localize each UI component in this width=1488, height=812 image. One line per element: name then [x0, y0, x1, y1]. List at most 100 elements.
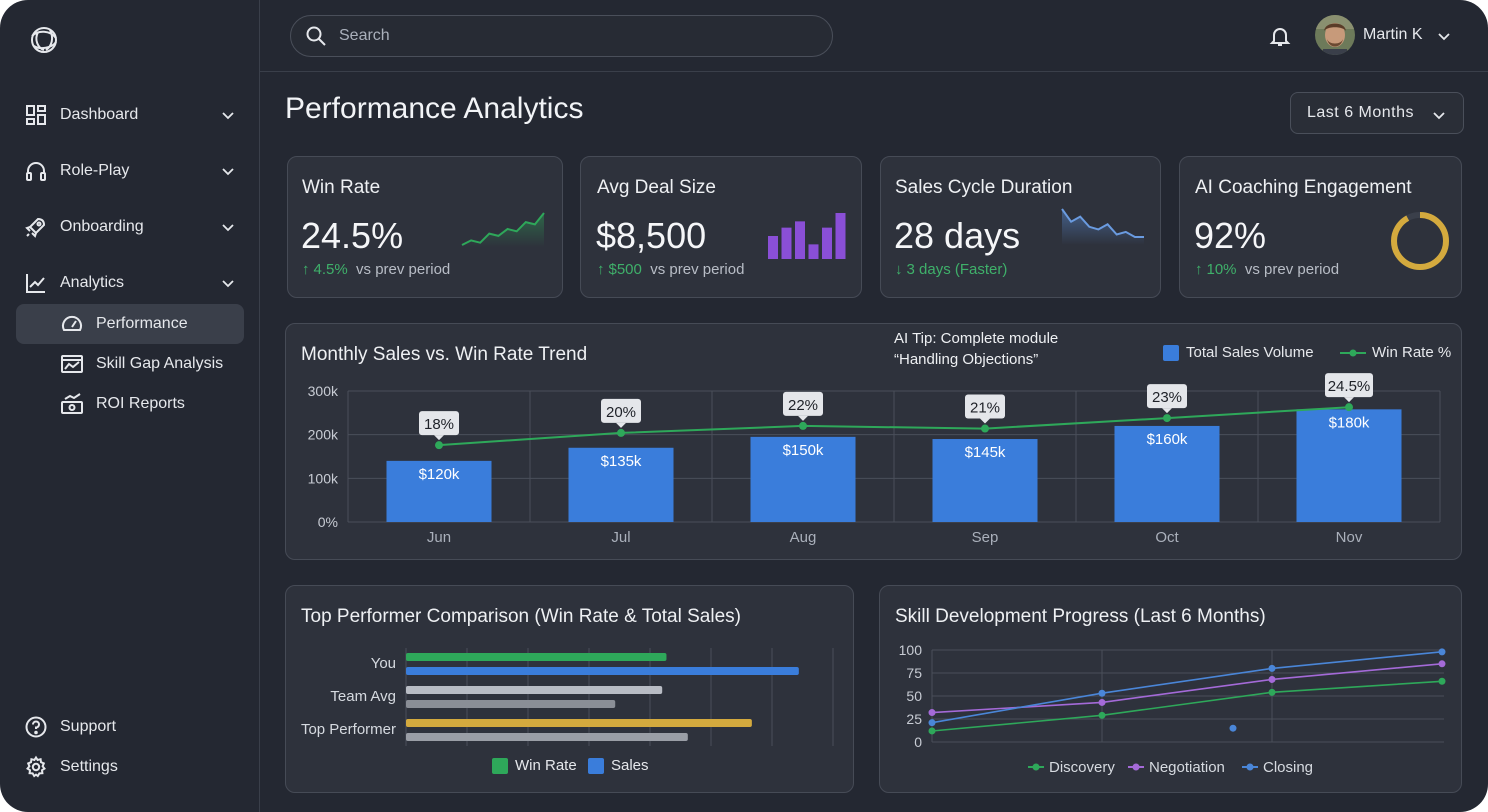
sales-bar [1114, 425, 1220, 522]
rocket-icon [25, 217, 46, 238]
x-tick-label: Sep [972, 529, 999, 546]
avatar-image [1315, 15, 1355, 55]
kpi-card-sales-cycle[interactable]: Sales Cycle Duration 28 days ↓ 3 days (Fa… [880, 156, 1161, 298]
sidebar-item-label: Settings [60, 758, 118, 775]
sidebar-subitem-performance[interactable]: Performance [16, 304, 244, 344]
kpi-card-ai-coaching[interactable]: AI Coaching Engagement 92% ↑ 10% vs prev … [1179, 156, 1462, 298]
kpi-delta: ↓ 3 days (Faster) [895, 261, 1008, 278]
skill-point [1098, 689, 1106, 697]
bar-value-label: $120k [419, 466, 460, 483]
kpi-value: 28 days [894, 215, 1021, 256]
skill-point [1098, 711, 1106, 719]
period-select[interactable]: Last 6 Months [1290, 92, 1464, 134]
y-tick-label: 75 [906, 665, 922, 681]
category-label: Top Performer [301, 721, 396, 738]
win-rate-point [1163, 414, 1171, 423]
speedometer-icon [62, 315, 82, 331]
monthly-chart: 0% 100k 200k 300k $120k Jun $135k Jul $150k Aug $1… [308, 373, 1441, 546]
win-rate-sparkline [461, 212, 545, 247]
sidebar-subitem-label: ROI Reports [96, 395, 185, 412]
legend-label: Closing [1263, 759, 1313, 776]
sales-bar [932, 439, 1038, 522]
sidebar: Dashboard Role-Play Onboarding Analytics… [0, 0, 260, 812]
search-box[interactable] [290, 15, 833, 57]
win-rate-label: 24.5% [1328, 378, 1371, 395]
bar-value-label: $160k [1147, 431, 1188, 448]
deal-bar [822, 227, 832, 259]
kpi-card-win-rate[interactable]: Win Rate 24.5% ↑ 4.5% vs prev period [287, 156, 563, 298]
period-select-value: Last 6 Months [1307, 104, 1414, 121]
sidebar-item-analytics[interactable]: Analytics [16, 263, 244, 303]
sparkline-area [462, 213, 544, 247]
user-name[interactable]: Martin K [1363, 26, 1423, 43]
skill-point [1268, 688, 1276, 696]
sidebar-item-label: Dashboard [60, 106, 139, 123]
sidebar-item-settings[interactable]: Settings [16, 747, 244, 787]
kpi-card-avg-deal[interactable]: Avg Deal Size $8,500 ↑ $500 vs prev perio… [580, 156, 862, 298]
legend-discovery: Discovery [1028, 759, 1115, 776]
tooltip-box [1325, 373, 1373, 398]
win-rate-label: 21% [970, 400, 1000, 417]
money-chart-icon [61, 393, 83, 414]
chevron-down-icon[interactable] [1436, 28, 1452, 44]
avatar[interactable] [1315, 15, 1355, 55]
card-title: Skill Development Progress (Last 6 Month… [895, 606, 1266, 627]
win-rate-bar [406, 686, 663, 694]
sidebar-item-label: Role-Play [60, 162, 130, 179]
win-rate-label: 23% [1152, 389, 1182, 406]
sidebar-item-support[interactable]: Support [16, 707, 244, 747]
sidebar-subitem-roi-reports[interactable]: ROI Reports [16, 384, 244, 424]
kpi-value: 24.5% [301, 215, 404, 256]
legend-sales-volume: Total Sales Volume [1163, 344, 1314, 361]
sales-bar [406, 667, 799, 675]
x-tick-label: Jun [427, 529, 451, 546]
win-rate-bar [406, 719, 752, 727]
brand-logo-icon[interactable] [24, 20, 64, 60]
sidebar-subitem-skill-gap[interactable]: Skill Gap Analysis [16, 344, 244, 384]
skill-point [928, 719, 936, 727]
legend-win-rate: Win Rate [492, 757, 577, 774]
search-input[interactable] [339, 27, 779, 45]
tooltip-pointer [616, 422, 626, 428]
tooltip-pointer [1162, 408, 1172, 414]
win-rate-bar [406, 653, 667, 661]
deal-bar [795, 221, 805, 259]
win-rate-label: 18% [424, 416, 454, 433]
sales-bar [750, 436, 856, 522]
kpi-title: AI Coaching Engagement [1195, 177, 1412, 198]
deal-bar [808, 244, 819, 259]
sidebar-item-onboarding[interactable]: Onboarding [16, 207, 244, 247]
tooltip-box [783, 391, 823, 416]
legend-marker [1132, 763, 1140, 771]
sales-bar [386, 460, 492, 522]
win-rate-point [799, 421, 807, 430]
win-rate-point [981, 424, 989, 433]
sidebar-item-dashboard[interactable]: Dashboard [16, 95, 244, 135]
bell-icon[interactable] [1268, 24, 1292, 48]
skill-line [931, 680, 1443, 732]
win-rate-tooltip: 24.5% [1325, 373, 1373, 403]
y-tick-label: 50 [906, 688, 922, 704]
deal-bar [768, 236, 778, 259]
ai-coaching-ring [1391, 212, 1449, 270]
gear-icon [26, 755, 46, 778]
tooltip-pointer [798, 415, 808, 421]
sparkline-line [1061, 208, 1144, 238]
skill-line [931, 663, 1443, 714]
y-tick-label: 100 [899, 642, 923, 658]
category-label: Team Avg [330, 688, 396, 705]
sparkline-line [461, 212, 545, 246]
win-rate-tooltip: 20% [601, 398, 641, 428]
help-icon [25, 716, 47, 738]
kpi-delta: ↑ $500 vs prev period [597, 261, 745, 278]
tooltip-box [419, 411, 459, 436]
skill-point [928, 709, 936, 717]
sidebar-item-role-play[interactable]: Role-Play [16, 151, 244, 191]
deal-bar [835, 213, 846, 259]
page-title: Performance Analytics [285, 92, 584, 125]
sidebar-subitem-label: Performance [96, 315, 188, 332]
skill-point [1268, 664, 1276, 672]
kpi-title: Win Rate [302, 177, 381, 198]
dashboard-icon [26, 105, 46, 125]
